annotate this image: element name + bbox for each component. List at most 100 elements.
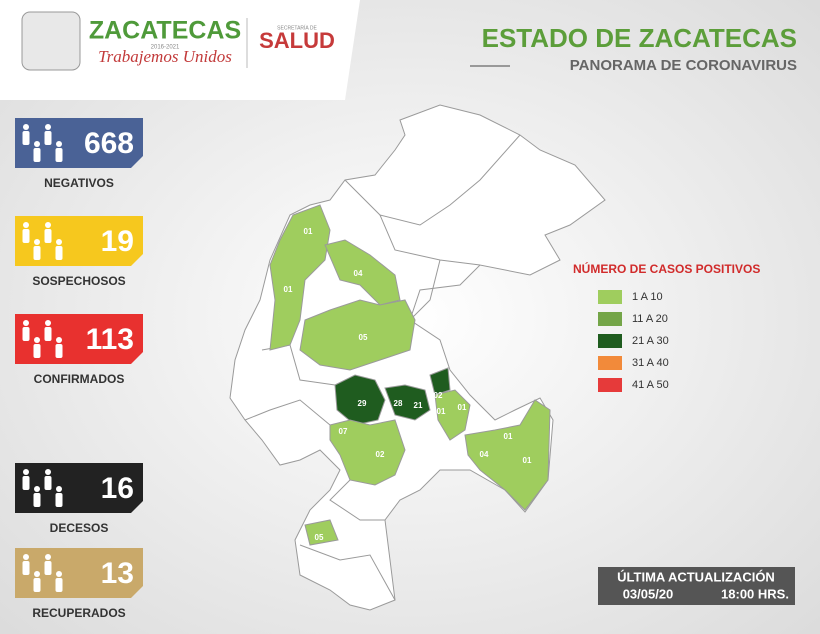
stat-label: CONFIRMADOS — [34, 372, 125, 386]
municipality-label: 01 — [284, 285, 293, 294]
person-icon — [22, 131, 30, 145]
person-icon — [23, 554, 29, 560]
person-icon — [45, 222, 51, 228]
border — [409, 259, 441, 321]
person-icon — [45, 554, 51, 560]
municipality — [299, 299, 416, 371]
person-icon — [55, 344, 63, 358]
municipality-label: 01 — [437, 407, 446, 416]
legend-swatch — [598, 356, 622, 370]
stat-value: 19 — [101, 225, 134, 258]
person-icon — [23, 222, 29, 228]
border — [329, 479, 385, 521]
person-icon — [34, 239, 40, 245]
stat-value: 13 — [101, 557, 134, 590]
person-icon — [55, 148, 63, 162]
person-icon — [22, 229, 30, 243]
person-icon — [55, 493, 63, 507]
person-icon — [44, 561, 52, 575]
legend-swatch — [598, 378, 622, 392]
border — [344, 134, 521, 226]
title: ESTADO DE ZACATECAS — [482, 23, 797, 53]
stat-value: 668 — [84, 127, 134, 160]
municipality — [464, 399, 551, 511]
person-icon — [33, 578, 41, 592]
municipality-label: 01 — [304, 227, 313, 236]
legend-label: 1 A 10 — [632, 291, 663, 303]
municipality-label: 02 — [376, 450, 385, 459]
municipality — [269, 204, 331, 351]
municipality — [384, 384, 431, 421]
person-icon — [56, 337, 62, 343]
person-icon — [34, 486, 40, 492]
stat-label: NEGATIVOS — [44, 176, 114, 190]
municipality — [434, 389, 471, 441]
logo-slogan: Trabajemos Unidos — [98, 47, 232, 66]
person-icon — [23, 124, 29, 130]
person-icon — [45, 320, 51, 326]
update-date: 03/05/20 — [623, 586, 674, 601]
municipality-label: 05 — [359, 333, 368, 342]
stat-value: 16 — [101, 472, 134, 505]
person-icon — [45, 469, 51, 475]
municipality-label: 05 — [315, 533, 324, 542]
stat-card — [15, 216, 143, 266]
person-icon — [55, 578, 63, 592]
legend-label: 41 A 50 — [632, 379, 669, 391]
municipality-label: 01 — [523, 456, 532, 465]
municipality-label: 04 — [480, 450, 489, 459]
logo-years: 2016-2021 — [151, 45, 180, 51]
legend-swatch — [598, 334, 622, 348]
person-icon — [34, 141, 40, 147]
stat-card — [15, 118, 143, 168]
update-box — [598, 567, 795, 605]
municipality — [329, 419, 406, 486]
secretaria: SECRETARÍA DE — [277, 24, 317, 31]
person-icon — [56, 571, 62, 577]
municipality — [324, 239, 401, 306]
person-icon — [33, 148, 41, 162]
person-icon — [33, 246, 41, 260]
stat-card — [15, 463, 143, 513]
person-icon — [55, 246, 63, 260]
legend-swatch — [598, 312, 622, 326]
municipality-label: 28 — [394, 399, 403, 408]
person-icon — [56, 141, 62, 147]
person-icon — [44, 327, 52, 341]
stat-label: SOSPECHOSOS — [32, 274, 125, 288]
salud: SALUD — [259, 28, 335, 53]
legend-label: 21 A 30 — [632, 335, 669, 347]
legend-label: 11 A 20 — [632, 313, 668, 325]
legend-swatch — [598, 290, 622, 304]
person-icon — [22, 476, 30, 490]
municipality-label: 04 — [354, 269, 363, 278]
header-card — [0, 0, 360, 100]
stat-card — [15, 548, 143, 598]
person-icon — [33, 493, 41, 507]
person-icon — [23, 469, 29, 475]
municipality — [429, 367, 451, 396]
person-icon — [33, 344, 41, 358]
update-time: 18:00 HRS. — [721, 586, 789, 601]
coat-of-arms — [21, 11, 81, 71]
stat-value: 113 — [86, 323, 134, 356]
municipality — [304, 519, 339, 546]
municipality-label: 07 — [339, 427, 348, 436]
stat-card — [15, 314, 143, 364]
municipality-label: 21 — [414, 401, 423, 410]
stat-label: DECESOS — [50, 521, 109, 535]
municipality-label: 02 — [434, 391, 443, 400]
person-icon — [45, 124, 51, 130]
legend-title: NÚMERO DE CASOS POSITIVOS — [573, 261, 760, 276]
person-icon — [44, 476, 52, 490]
update-title: ÚLTIMA ACTUALIZACIÓN — [617, 569, 775, 584]
map — [229, 104, 606, 611]
municipality — [334, 374, 386, 426]
person-icon — [56, 486, 62, 492]
municipality-label: 01 — [458, 403, 467, 412]
person-icon — [44, 131, 52, 145]
stat-label: RECUPERADOS — [32, 606, 125, 620]
border — [379, 214, 481, 266]
